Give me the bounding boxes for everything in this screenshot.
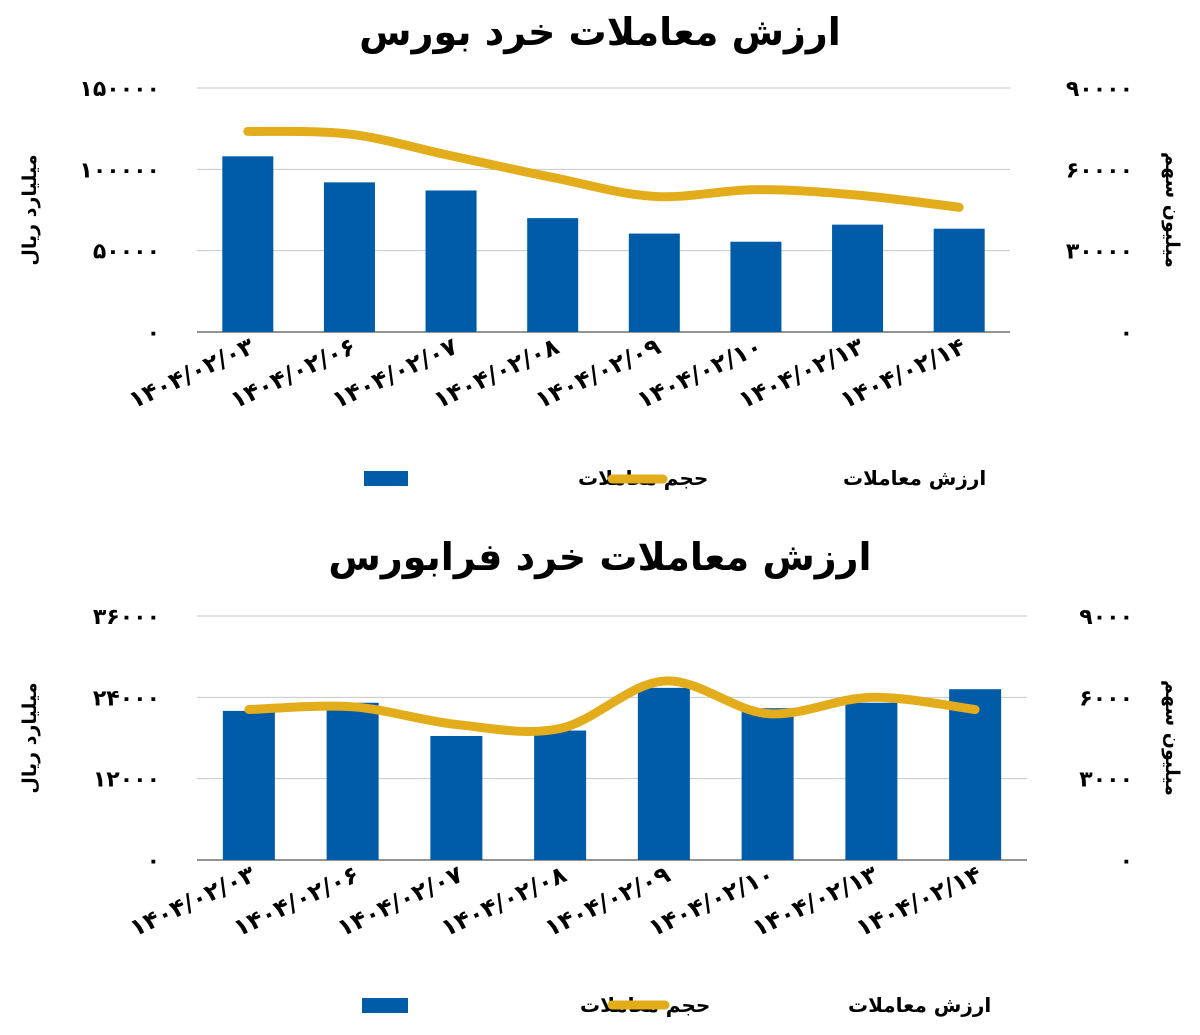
chart-title: ارزش معاملات خرد بورس	[359, 10, 841, 54]
y2-tick-label: ۶۰۰۰	[1079, 686, 1133, 711]
bar	[741, 708, 794, 860]
bar	[832, 224, 884, 332]
value-line	[243, 126, 964, 212]
chart-farabourse: ارزش معاملات خرد فرابورس ۰ ۱۲۰۰۰ ۲۴۰۰۰ ۳۶۰۰…	[19, 535, 1183, 1017]
bar	[949, 689, 1002, 860]
y-axis-left: ۰ ۵۰۰۰۰ ۱۰۰۰۰۰ ۱۵۰۰۰۰	[79, 77, 160, 346]
x-axis: ۱۴۰۴/۰۲/۰۳۱۴۰۴/۰۲/۰۶۱۴۰۴/۰۲/۰۷۱۴۰۴/۰۲/۰۸…	[124, 332, 969, 414]
value-line	[244, 676, 980, 736]
line-series	[243, 126, 964, 212]
y-tick-label: ۱۲۰۰۰	[93, 768, 160, 793]
legend: حجم معاملات ارزش معاملات	[362, 993, 991, 1017]
y2-tick-label: ۳۰۰۰۰	[1066, 240, 1133, 265]
chart-title: ارزش معاملات خرد فرابورس	[328, 535, 871, 579]
legend-swatch-bar	[362, 998, 408, 1013]
y-axis-right: ۰ ۳۰۰۰ ۶۰۰۰ ۹۰۰۰	[1079, 605, 1133, 874]
y-tick-label: ۰	[147, 321, 160, 346]
bar	[628, 233, 680, 332]
gridlines	[197, 87, 1010, 333]
y2-tick-label: ۰	[1120, 849, 1133, 874]
y2-tick-label: ۶۰۰۰۰	[1066, 158, 1133, 183]
y-tick-label: ۱۰۰۰۰۰	[79, 158, 160, 183]
bar	[933, 228, 985, 332]
x-axis: ۱۴۰۴/۰۲/۰۳۱۴۰۴/۰۲/۰۶۱۴۰۴/۰۲/۰۷۱۴۰۴/۰۲/۰۸…	[125, 860, 985, 942]
legend-swatch-bar	[364, 471, 408, 486]
gridlines	[197, 615, 1027, 861]
bar	[730, 241, 782, 332]
y-axis-left-label: میلیارد ریال	[19, 154, 41, 265]
y2-tick-label: ۳۰۰۰	[1079, 768, 1133, 793]
bar-series	[222, 156, 985, 332]
y2-tick-label: ۹۰۰۰۰	[1066, 77, 1133, 102]
y-tick-label: ۱۵۰۰۰۰	[79, 77, 160, 102]
legend: حجم معاملات ارزش معاملات	[364, 466, 986, 490]
y-tick-label: ۳۶۰۰۰	[93, 605, 160, 630]
bar	[323, 182, 375, 332]
y-tick-label: ۰	[147, 849, 160, 874]
bar	[222, 156, 274, 332]
bar	[425, 190, 477, 332]
chart-bourse: ارزش معاملات خرد بورس ۰ ۵۰۰۰۰ ۱۰۰۰۰۰ ۱۵۰۰۰۰…	[19, 10, 1183, 490]
y-axis-right-label: میلیون سهم	[1161, 680, 1183, 796]
y2-tick-label: ۹۰۰۰	[1079, 605, 1133, 630]
bar-series	[222, 687, 1002, 860]
y-axis-right: ۰ ۳۰۰۰۰ ۶۰۰۰۰ ۹۰۰۰۰	[1066, 77, 1133, 346]
bar	[534, 730, 587, 860]
y2-tick-label: ۰	[1120, 321, 1133, 346]
legend-label-line: ارزش معاملات	[848, 993, 991, 1017]
bar	[430, 735, 483, 860]
bar	[222, 710, 275, 860]
bar	[845, 702, 898, 860]
legend-label-line: ارزش معاملات	[843, 466, 986, 490]
bar	[637, 687, 690, 860]
y-tick-label: ۵۰۰۰۰	[93, 240, 160, 265]
bar	[326, 702, 379, 860]
y-tick-label: ۲۴۰۰۰	[93, 686, 160, 711]
bar	[527, 218, 579, 332]
y-axis-left-label: میلیارد ریال	[19, 682, 41, 793]
y-axis-right-label: میلیون سهم	[1161, 152, 1183, 268]
line-series	[244, 676, 980, 736]
y-axis-left: ۰ ۱۲۰۰۰ ۲۴۰۰۰ ۳۶۰۰۰	[93, 605, 160, 874]
